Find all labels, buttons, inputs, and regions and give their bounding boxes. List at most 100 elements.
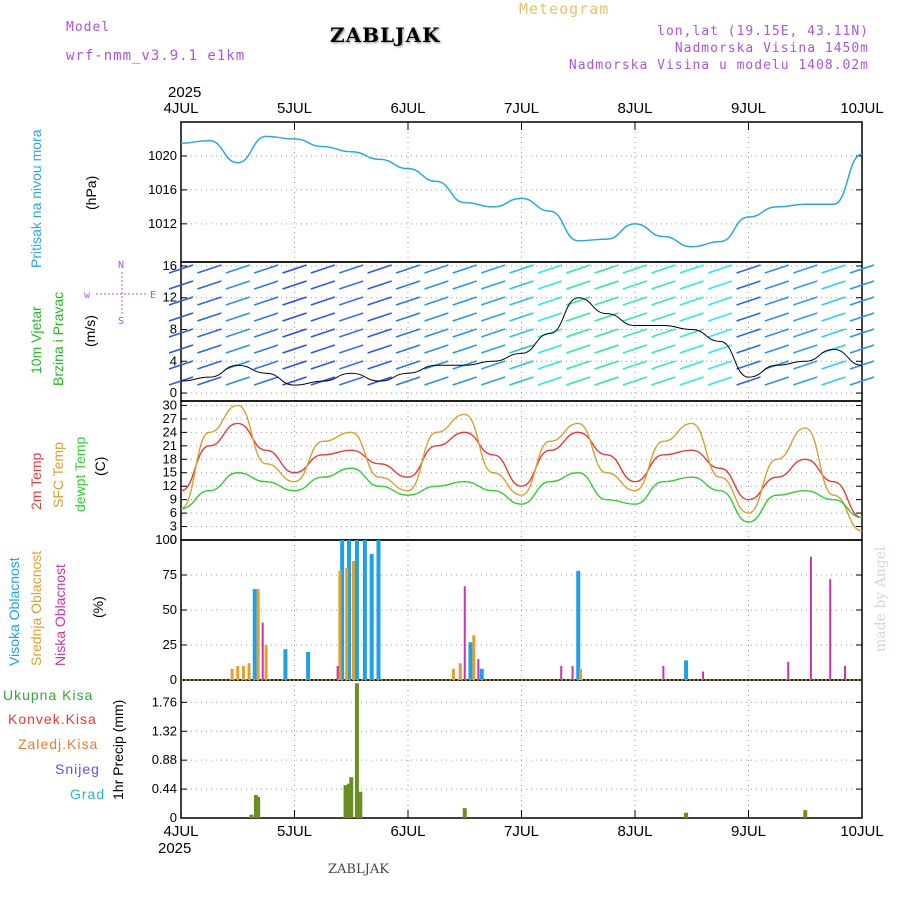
wind-arrow bbox=[764, 264, 790, 274]
wind-arrow bbox=[821, 376, 846, 386]
wind-arrow bbox=[594, 264, 619, 274]
x-tick-label-top: 10JUL bbox=[840, 100, 883, 117]
wind-arrow bbox=[225, 328, 251, 338]
cloud-bar bbox=[468, 642, 473, 680]
wind-arrow bbox=[651, 344, 676, 354]
temp-line-sfc-temp bbox=[180, 404, 863, 532]
cloud-bar bbox=[376, 540, 381, 680]
precip-bar bbox=[249, 814, 254, 818]
wind-arrow bbox=[622, 280, 648, 290]
wind-arrow bbox=[197, 344, 222, 354]
wind-arrow bbox=[764, 376, 790, 386]
wind-arrow bbox=[707, 312, 733, 322]
cloud-bar bbox=[684, 660, 689, 680]
wind-arrow bbox=[792, 360, 818, 370]
wind-arrow bbox=[225, 376, 251, 386]
y-tick-label: 18 bbox=[163, 451, 177, 466]
wind-arrow bbox=[395, 328, 421, 338]
wind-speed-line bbox=[180, 297, 863, 386]
coords: lon,lat (19.15E, 43.11N) bbox=[657, 24, 869, 39]
cloud-bar bbox=[472, 635, 476, 680]
wind-arrow bbox=[707, 280, 733, 290]
y-tick-label: 25 bbox=[163, 637, 177, 652]
wind-arrow bbox=[594, 376, 619, 386]
precip-bar bbox=[346, 783, 351, 818]
wind-arrow bbox=[253, 328, 279, 338]
wind-arrow bbox=[197, 328, 222, 338]
wind-arrow bbox=[792, 280, 818, 290]
y-tick-label: 75 bbox=[163, 567, 177, 582]
wind-arrow bbox=[253, 296, 279, 306]
wind-arrow bbox=[338, 344, 364, 354]
wind-arrow bbox=[253, 264, 279, 274]
wind-arrow bbox=[651, 376, 676, 386]
wind-arrow bbox=[509, 360, 534, 370]
x-tick-label-bottom: 6JUL bbox=[390, 823, 425, 840]
wind-arrow bbox=[452, 280, 478, 290]
cloud-bar bbox=[362, 540, 367, 680]
wind-arrow bbox=[424, 312, 449, 322]
y-tick-label: 1020 bbox=[148, 148, 177, 163]
wind-arrow bbox=[310, 328, 336, 338]
y-tick-label: 0 bbox=[170, 810, 177, 825]
wind-arrow bbox=[480, 344, 506, 354]
cloud-bar bbox=[352, 561, 356, 680]
wind-arrow bbox=[821, 328, 846, 338]
cloud-bar bbox=[479, 668, 484, 680]
x-tick-label-bottom: 9JUL bbox=[731, 823, 766, 840]
cloud-bar bbox=[458, 663, 462, 680]
y-tick-label: 0.44 bbox=[152, 781, 177, 796]
wind-arrow bbox=[622, 328, 648, 338]
wind-arrow bbox=[225, 344, 251, 354]
wind-arrow bbox=[565, 360, 591, 370]
wind-arrow bbox=[764, 344, 790, 354]
model-name: wrf-nmm_v3.9.1 e1km bbox=[66, 48, 246, 64]
wind-arrow bbox=[395, 360, 421, 370]
cloud-bar bbox=[283, 649, 288, 680]
cloud-bar bbox=[252, 589, 257, 680]
cloud-bar bbox=[702, 671, 705, 680]
wind-arrow bbox=[736, 280, 761, 290]
y-tick-label: 6 bbox=[170, 505, 177, 520]
pressure-line bbox=[180, 135, 863, 248]
wind-arrow bbox=[509, 280, 534, 290]
cloud-bar bbox=[236, 666, 240, 680]
cloud-bar bbox=[369, 554, 374, 680]
cloud-bar bbox=[247, 663, 251, 680]
wind-arrow bbox=[338, 296, 364, 306]
precip-bar bbox=[343, 785, 348, 818]
wind-arrow bbox=[792, 344, 818, 354]
precip-bar bbox=[462, 808, 467, 818]
wind-arrow bbox=[197, 312, 222, 322]
wind-arrow bbox=[764, 280, 790, 290]
year-bottom: 2025 bbox=[158, 840, 192, 857]
wind-arrow bbox=[168, 360, 194, 370]
y-tick-label: 1012 bbox=[148, 216, 177, 231]
wind-arrow bbox=[537, 296, 563, 306]
cloud-bar bbox=[345, 568, 349, 680]
y-tick-label: 3 bbox=[170, 519, 177, 534]
wind-arrow bbox=[225, 296, 251, 306]
cloud-bar bbox=[579, 668, 583, 680]
wind-arrow bbox=[736, 344, 761, 354]
wind-arrow bbox=[509, 376, 534, 386]
wind-arrow bbox=[424, 296, 449, 306]
cloud-bar bbox=[451, 668, 455, 680]
y-tick-label: 1.32 bbox=[152, 723, 177, 738]
station-title: ZABLJAK bbox=[330, 23, 441, 47]
wind-arrow bbox=[821, 280, 846, 290]
precip-bar bbox=[253, 795, 258, 818]
wind-arrow bbox=[168, 296, 194, 306]
y-tick-label: 9 bbox=[170, 492, 177, 507]
cloud-bar bbox=[336, 666, 339, 680]
wind-arrow bbox=[480, 328, 506, 338]
wind-arrow bbox=[197, 360, 222, 370]
wind-arrow bbox=[367, 344, 392, 354]
wind-arrow bbox=[310, 344, 336, 354]
y-tick-label: 0 bbox=[170, 385, 177, 400]
wind-arrow bbox=[509, 328, 534, 338]
y-tick-label: 12 bbox=[163, 290, 177, 305]
wind-arrow bbox=[594, 344, 619, 354]
x-tick-label-top: 4JUL bbox=[163, 100, 198, 117]
footer-station: ZABLJAK bbox=[328, 862, 389, 877]
